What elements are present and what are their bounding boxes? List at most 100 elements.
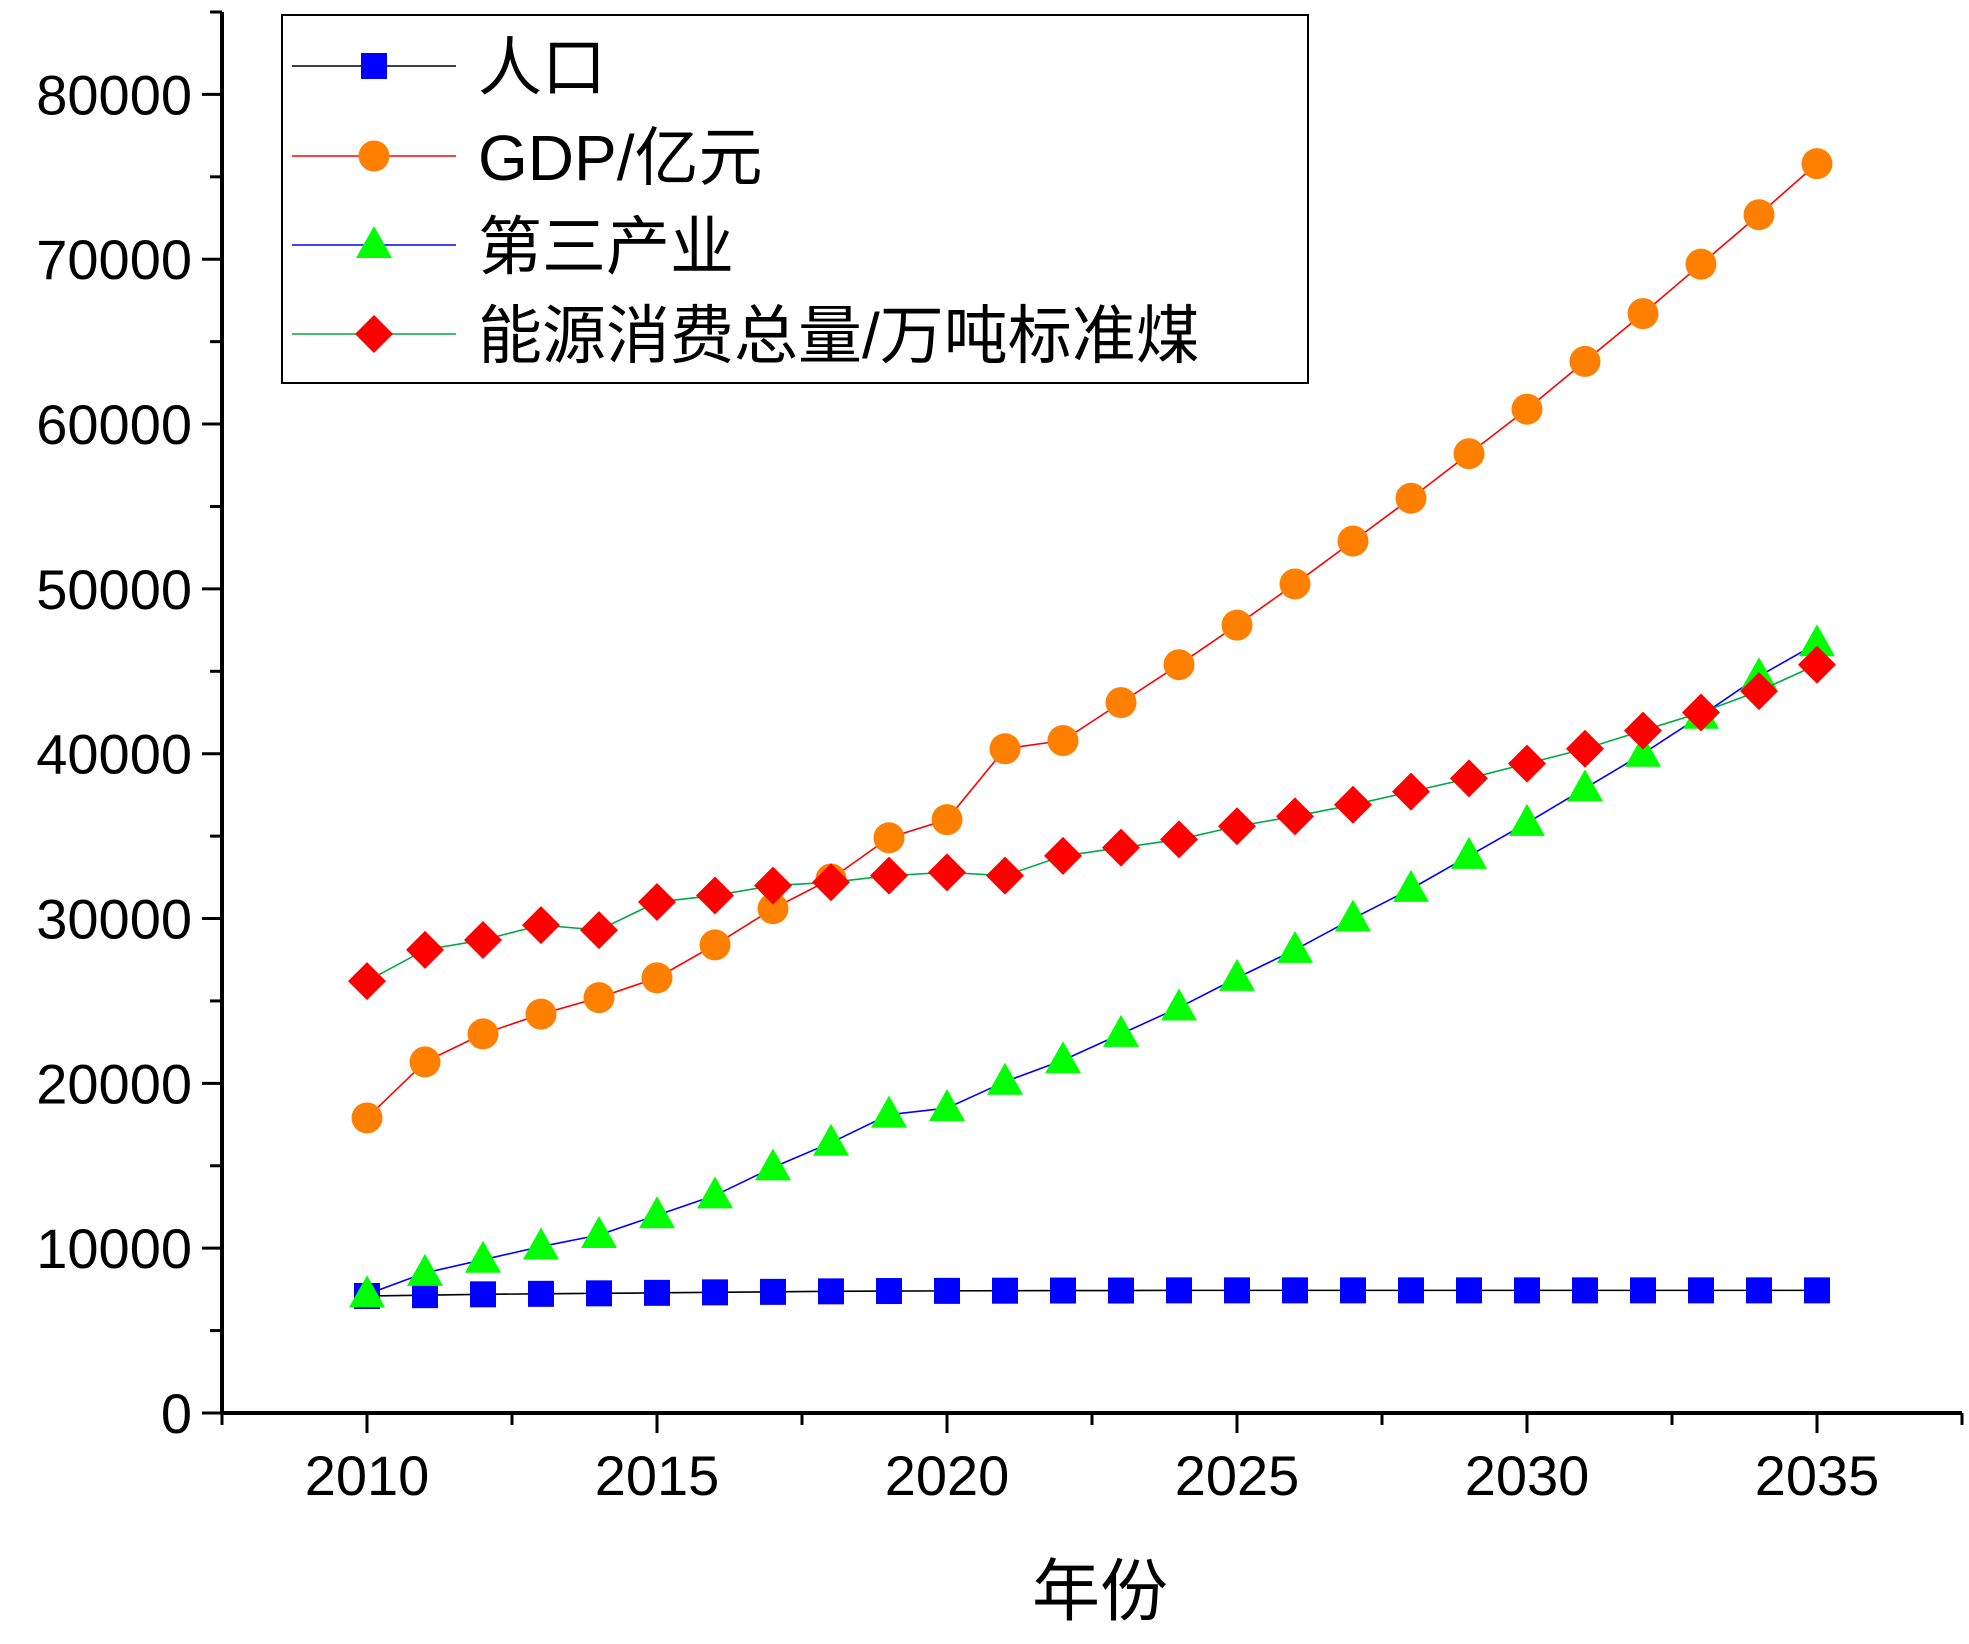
y-tick-label: 80000 xyxy=(36,63,192,126)
series-energy-point xyxy=(1624,711,1662,750)
series-population-point xyxy=(702,1279,728,1306)
series-tertiary-point xyxy=(1567,769,1603,802)
series-gdp-point xyxy=(1801,148,1833,180)
series-population-point xyxy=(586,1280,612,1307)
legend-item-population: 人口 xyxy=(292,32,606,104)
series-population-point xyxy=(1398,1277,1424,1304)
series-tertiary-point xyxy=(523,1227,559,1260)
series-energy-point xyxy=(1160,820,1198,859)
series-tertiary-point xyxy=(1103,1014,1139,1047)
x-tick-label: 2035 xyxy=(1755,1444,1880,1507)
x-axis-ticks: 2010 2015 2020 2025 2030 2035 xyxy=(220,1413,1964,1507)
x-tick-label: 2010 xyxy=(305,1444,430,1507)
series-energy-point xyxy=(1334,785,1372,824)
series-tertiary-point xyxy=(639,1196,675,1229)
series-population-point xyxy=(1050,1277,1076,1304)
y-tick-label: 10000 xyxy=(36,1217,192,1280)
legend-box xyxy=(281,14,1309,384)
y-tick-label: 60000 xyxy=(36,393,192,456)
series-population-point xyxy=(1166,1277,1192,1304)
series-energy-point xyxy=(928,853,966,892)
series-energy-point xyxy=(1392,772,1430,811)
series-population-point xyxy=(1456,1277,1482,1304)
series-population-point xyxy=(1514,1277,1540,1304)
y-tick-label: 30000 xyxy=(36,888,192,951)
series-tertiary-point xyxy=(1799,624,1835,657)
legend-marker xyxy=(358,140,390,172)
series-tertiary-point xyxy=(755,1148,791,1181)
series-energy-point xyxy=(1682,693,1720,732)
legend-marker xyxy=(356,226,392,258)
y-tick-label: 0 xyxy=(161,1382,192,1445)
series-tertiary-point xyxy=(1277,930,1313,963)
series-gdp-point xyxy=(1627,298,1659,330)
x-axis-label: 年份 xyxy=(1032,1554,1168,1630)
series-gdp-point xyxy=(1105,687,1137,719)
series-population-point xyxy=(412,1282,438,1309)
series-tertiary-point xyxy=(1161,988,1197,1021)
series-energy-point xyxy=(1044,836,1082,875)
series-gdp-point xyxy=(1047,725,1079,757)
series-tertiary-point xyxy=(1045,1041,1081,1074)
series-tertiary-point xyxy=(1625,734,1661,767)
series-gdp-point xyxy=(583,982,615,1014)
series-gdp-point xyxy=(1743,199,1775,231)
legend-label: 人口 xyxy=(478,32,606,104)
series-gdp-point xyxy=(989,733,1021,765)
series-gdp-point xyxy=(1221,609,1253,641)
series-population-point xyxy=(760,1278,786,1305)
series-tertiary-point xyxy=(697,1176,733,1209)
series-energy-point xyxy=(580,911,618,950)
series-tertiary-point xyxy=(1393,869,1429,902)
series-population-point xyxy=(1340,1277,1366,1304)
series-energy-point xyxy=(870,856,908,895)
series-gdp-point xyxy=(1511,393,1543,425)
series-tertiary xyxy=(349,624,1835,1308)
legend-marker xyxy=(361,53,387,79)
series-population-point xyxy=(992,1277,1018,1304)
series-gdp-point xyxy=(1163,649,1195,681)
series-population-point xyxy=(1630,1277,1656,1304)
series-energy-point xyxy=(1450,759,1488,798)
series-energy-point xyxy=(406,930,444,969)
series-gdp-point xyxy=(1453,438,1485,470)
series-population-line xyxy=(366,1289,1817,1297)
series-population-point xyxy=(1282,1277,1308,1304)
series-population-point xyxy=(644,1279,670,1306)
series-tertiary-point xyxy=(407,1253,443,1286)
series-gdp-point xyxy=(641,962,673,994)
series-energy-point xyxy=(464,920,502,959)
series-population-point xyxy=(818,1278,844,1305)
series-population-point xyxy=(1572,1277,1598,1304)
series-population-point xyxy=(528,1280,554,1307)
series-energy-point xyxy=(1276,797,1314,836)
series-gdp-point xyxy=(1395,482,1427,514)
y-axis-ticks: 0 10000 20000 30000 40000 50000 60000 70000 8000… xyxy=(36,10,222,1445)
legend-item-gdp: GDP/亿元 xyxy=(292,122,762,194)
series-population-point xyxy=(1224,1277,1250,1304)
y-tick-label: 40000 xyxy=(36,723,192,786)
legend-item-energy: 能源消费总量/万吨标准煤 xyxy=(292,300,1200,372)
series-population-point xyxy=(934,1277,960,1304)
series-energy-point xyxy=(1566,729,1604,768)
series-energy-point xyxy=(638,883,676,922)
series-tertiary-point xyxy=(581,1215,617,1248)
series-energy-point xyxy=(812,863,850,902)
legend-label: 第三产业 xyxy=(478,211,734,283)
series-population-point xyxy=(1108,1277,1134,1304)
series-gdp-point xyxy=(1279,568,1311,600)
series-energy-point xyxy=(1740,672,1778,711)
series-tertiary-point xyxy=(929,1089,965,1122)
series-tertiary-point xyxy=(987,1062,1023,1095)
series-energy-point xyxy=(1508,744,1546,783)
series-population-point xyxy=(876,1278,902,1305)
series-energy-point xyxy=(696,876,734,915)
y-tick-label: 70000 xyxy=(36,228,192,291)
series-tertiary-point xyxy=(349,1275,385,1308)
series-tertiary-point xyxy=(1509,803,1545,836)
x-tick-label: 2025 xyxy=(1175,1444,1300,1507)
series-energy-point xyxy=(1102,828,1140,867)
x-tick-label: 2020 xyxy=(885,1444,1010,1507)
series-population-point xyxy=(470,1281,496,1308)
